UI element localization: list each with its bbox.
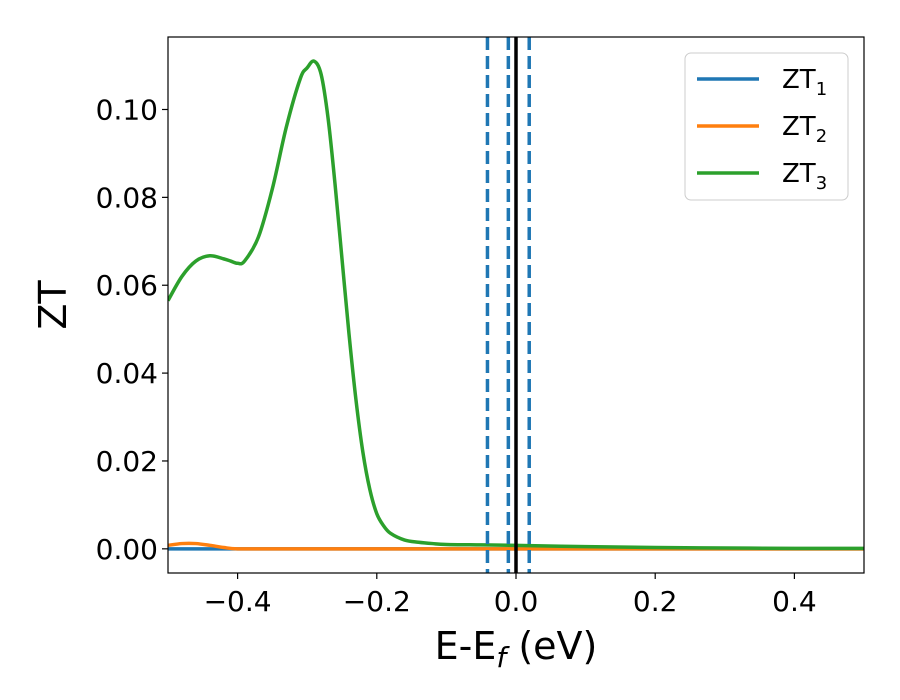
- x-tick-label: −0.2: [343, 585, 411, 618]
- x-axis-ticks: −0.4 −0.2 0.0 0.2 0.4: [204, 573, 817, 618]
- x-tick-label: 0.0: [494, 585, 539, 618]
- y-tick-label: 0.00: [96, 533, 158, 566]
- x-tick-label: 0.4: [772, 585, 817, 618]
- x-tick-label: 0.2: [633, 585, 678, 618]
- y-tick-label: 0.04: [96, 357, 158, 390]
- legend-frame: [684, 52, 849, 201]
- y-axis-ticks: 0.00 0.02 0.04 0.06 0.08 0.10: [96, 93, 168, 566]
- y-tick-label: 0.10: [96, 93, 158, 126]
- y-tick-label: 0.02: [96, 445, 158, 478]
- legend-label-zt2: ZT2: [782, 112, 827, 147]
- y-tick-label: 0.08: [96, 181, 158, 214]
- series-line-zt3: [168, 59, 864, 551]
- y-axis-label: ZT: [31, 280, 75, 330]
- x-tick-label: −0.4: [204, 585, 272, 618]
- legend-label-zt1: ZT1: [782, 65, 827, 100]
- y-tick-label: 0.06: [96, 269, 158, 302]
- reference-lines: [485, 37, 531, 573]
- legend: ZT1 ZT2 ZT3: [684, 52, 849, 201]
- x-axis-label: E-Ef (eV): [435, 624, 598, 674]
- legend-label-zt3: ZT3: [782, 159, 827, 194]
